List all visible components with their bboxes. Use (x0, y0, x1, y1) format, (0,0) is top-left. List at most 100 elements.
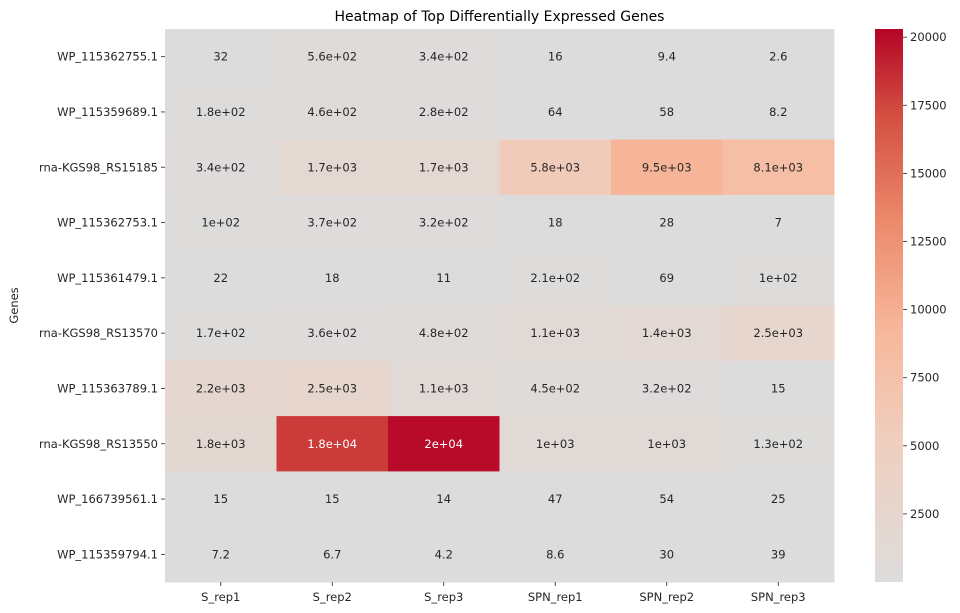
cell-annotation: 3.4e+02 (196, 160, 246, 174)
heatmap-cell (276, 250, 389, 306)
cell-annotation: 1.7e+03 (307, 160, 357, 174)
y-tick-label: WP_115359689.1 (57, 105, 158, 119)
cell-annotation: 2.5e+03 (307, 381, 357, 395)
x-tick-label: SPN_rep3 (751, 590, 806, 604)
cell-annotation: 2.1e+02 (530, 271, 580, 285)
heatmap-cell (611, 84, 723, 141)
y-tick-label: WP_115359794.1 (57, 547, 158, 561)
heatmap-cell (388, 416, 500, 472)
heatmap-cell (499, 250, 612, 306)
cell-annotation: 7 (775, 216, 782, 230)
cell-annotation: 4.8e+02 (419, 326, 469, 340)
cell-annotation: 1e+03 (536, 437, 575, 451)
cell-annotation: 3.2e+02 (419, 216, 469, 230)
heatmap-cell (276, 84, 389, 141)
y-axis-label: Genes (7, 287, 21, 323)
cell-annotation: 1e+02 (201, 216, 240, 230)
x-tick-label: S_rep1 (201, 590, 240, 604)
cell-annotation: 1.7e+02 (196, 326, 246, 340)
y-axis-ticks: WP_115362755.1 WP_115359689.1 rna-KGS98_RS… (39, 50, 165, 561)
heatmap-cell (722, 305, 835, 362)
heatmap-cell (611, 305, 723, 362)
heatmap-cell (611, 250, 723, 306)
heatmap-cell (499, 29, 612, 85)
cell-annotation: 1.4e+03 (642, 326, 692, 340)
cell-annotation: 3.7e+02 (307, 216, 357, 230)
cell-annotation: 1e+03 (647, 437, 686, 451)
heatmap-cell (388, 84, 500, 141)
colorbar-tick-label: 12500 (910, 234, 947, 248)
cell-annotation: 54 (659, 492, 674, 506)
heatmap-cell (722, 29, 835, 85)
y-tick-label: rna-KGS98_RS13550 (39, 437, 158, 451)
colorbar-tick-label: 7500 (910, 371, 939, 385)
heatmap-cell (722, 194, 835, 251)
heatmap-cell (388, 471, 500, 528)
heatmap-cell (499, 305, 612, 362)
cell-annotation: 4.6e+02 (307, 105, 357, 119)
heatmap-cell (165, 526, 277, 583)
cell-annotation: 32 (213, 50, 228, 64)
colorbar-tick-label: 2500 (910, 507, 939, 521)
heatmap-cell (276, 194, 389, 251)
heatmap-cell (722, 416, 835, 472)
cell-annotation: 22 (213, 271, 228, 285)
heatmap-cell (499, 360, 612, 417)
cell-annotation: 15 (213, 492, 228, 506)
heatmap-cell (611, 526, 723, 583)
heatmap-cell (499, 416, 612, 472)
cell-annotation: 2.6 (769, 50, 787, 64)
heatmap-cell (499, 139, 612, 196)
colorbar-tick-label: 5000 (910, 439, 939, 453)
cell-annotation: 2.5e+03 (753, 326, 803, 340)
cell-annotation: 11 (436, 271, 451, 285)
cell-annotation: 47 (548, 492, 563, 506)
heatmap-cell (611, 194, 723, 251)
heatmap-cell (611, 471, 723, 528)
cell-annotation: 30 (659, 547, 674, 561)
colorbar-tick-label: 10000 (910, 303, 947, 317)
cell-annotation: 3.4e+02 (419, 50, 469, 64)
cell-annotation: 9.5e+03 (642, 160, 692, 174)
heatmap-cell (722, 250, 835, 306)
cell-annotation: 5.6e+02 (307, 50, 357, 64)
heatmap-cell (722, 526, 835, 583)
cell-annotation: 16 (548, 50, 563, 64)
cell-annotation: 8.6 (546, 547, 564, 561)
cell-annotation: 25 (771, 492, 786, 506)
heatmap-cell (388, 360, 500, 417)
heatmap-cell (276, 139, 389, 196)
heatmap-cell (165, 139, 277, 196)
y-tick-label: WP_115361479.1 (57, 271, 158, 285)
colorbar-tick-label: 17500 (910, 98, 947, 112)
cell-annotation: 64 (548, 105, 563, 119)
colorbar-tick-label: 15000 (910, 166, 947, 180)
cell-annotation: 1.1e+03 (530, 326, 580, 340)
cell-annotation: 1.8e+03 (196, 437, 246, 451)
heatmap-cell (276, 305, 389, 362)
heatmap-cell (388, 305, 500, 362)
cell-annotation: 18 (325, 271, 340, 285)
heatmap-cell (276, 526, 389, 583)
x-tick-label: S_rep2 (313, 590, 352, 604)
cell-annotation: 1e+02 (759, 271, 798, 285)
cell-annotation: 14 (436, 492, 451, 506)
cell-annotation: 1.7e+03 (419, 160, 469, 174)
heatmap-cell (722, 84, 835, 141)
cell-annotation: 58 (659, 105, 674, 119)
colorbar-ticks: 2500 5000 7500 10000 12500 15000 17500 20000 (903, 30, 947, 521)
heatmap-cell (722, 360, 835, 417)
heatmap-cell (611, 360, 723, 417)
x-tick-label: S_rep3 (424, 590, 463, 604)
heatmap-cell (611, 29, 723, 85)
heatmap-cell (165, 84, 277, 141)
y-tick-label: rna-KGS98_RS13570 (39, 326, 158, 340)
heatmap-cell (611, 416, 723, 472)
heatmap-cell (388, 526, 500, 583)
cell-annotation: 4.5e+02 (530, 381, 580, 395)
heatmap-cell (276, 29, 389, 85)
heatmap-cell (499, 84, 612, 141)
cell-annotation: 18 (548, 216, 563, 230)
heatmap-cell (165, 471, 277, 528)
